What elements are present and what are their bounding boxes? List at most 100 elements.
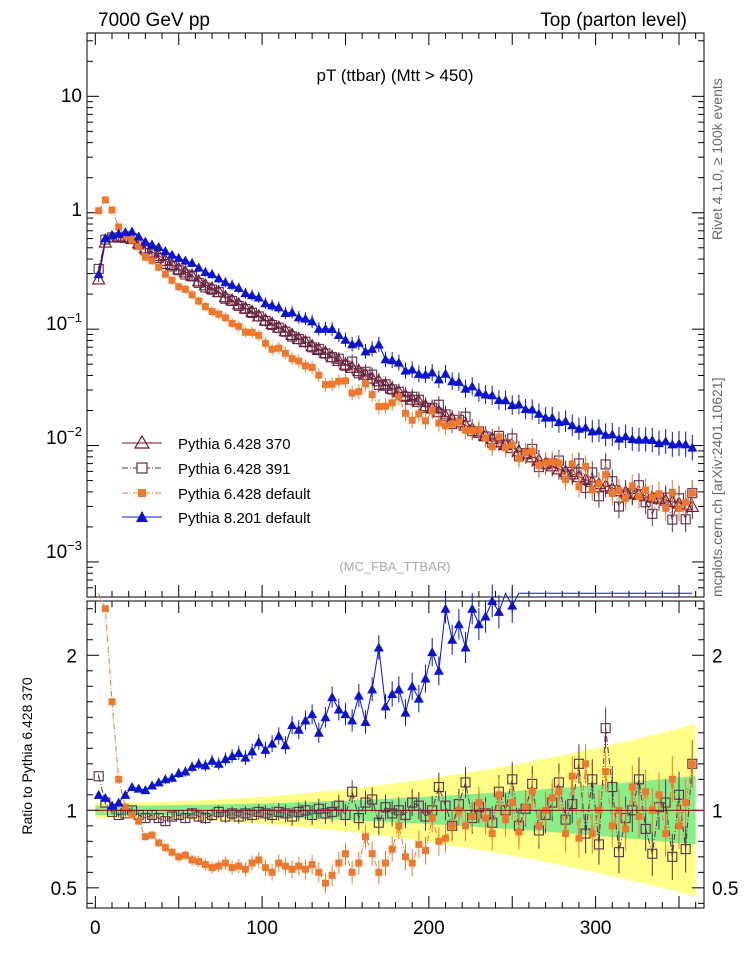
ratio-point bbox=[260, 808, 271, 819]
ratio-ylabel: Ratio to Pythia 6.428 370 bbox=[19, 677, 35, 834]
data-point bbox=[120, 227, 131, 237]
ratio-point bbox=[407, 681, 418, 691]
ratio-point bbox=[535, 822, 543, 830]
data-point bbox=[307, 316, 318, 326]
ratio-point bbox=[387, 689, 398, 699]
ratio-point bbox=[115, 775, 123, 783]
data-point bbox=[568, 460, 576, 468]
data-point bbox=[281, 349, 289, 357]
analysis-tag: (MC_FBA_TTBAR) bbox=[339, 559, 450, 574]
data-point bbox=[127, 226, 138, 236]
ratio-xtick-label: 300 bbox=[580, 918, 612, 939]
data-point bbox=[140, 236, 151, 246]
data-point bbox=[433, 399, 444, 410]
ratio-point bbox=[433, 782, 444, 793]
data-point bbox=[488, 443, 496, 451]
ratio-point bbox=[135, 817, 143, 825]
ratio-point bbox=[508, 799, 516, 807]
ratio-point bbox=[373, 642, 384, 652]
legend-marker-p391 bbox=[136, 462, 148, 474]
data-point bbox=[308, 364, 316, 372]
data-point bbox=[388, 399, 396, 407]
data-point bbox=[575, 483, 583, 491]
ratio-point bbox=[528, 788, 536, 796]
ratio-point bbox=[460, 642, 471, 652]
data-point bbox=[187, 271, 198, 282]
data-point bbox=[551, 461, 566, 475]
data-point bbox=[247, 307, 258, 319]
ratio-point bbox=[201, 861, 209, 869]
data-point bbox=[620, 431, 631, 441]
data-point bbox=[427, 367, 438, 377]
ratio-point bbox=[327, 692, 338, 702]
ratio-xtick-label: 0 bbox=[90, 918, 101, 939]
series-ratio-p8 bbox=[93, 584, 693, 810]
data-point bbox=[475, 426, 483, 434]
data-point bbox=[607, 429, 618, 439]
ratio-point bbox=[407, 797, 418, 808]
data-point bbox=[167, 249, 178, 259]
ratio-point bbox=[273, 730, 284, 740]
header-left: 7000 GeV pp bbox=[98, 10, 210, 31]
data-point bbox=[415, 410, 423, 418]
ratio-point bbox=[353, 813, 364, 824]
ratio-ytick-label: 0.5 bbox=[51, 879, 77, 900]
ratio-point bbox=[273, 806, 284, 817]
data-point bbox=[528, 447, 536, 455]
data-point bbox=[228, 319, 236, 327]
ratio-point bbox=[227, 751, 238, 761]
ratio-point bbox=[660, 797, 671, 808]
ratio-point bbox=[608, 822, 616, 830]
ratio-ytick-label: 2 bbox=[66, 646, 77, 667]
ratio-point bbox=[133, 783, 144, 793]
data-point bbox=[647, 435, 658, 445]
ratio-point bbox=[293, 806, 304, 817]
data-point bbox=[660, 436, 671, 446]
ratio-point bbox=[200, 813, 211, 824]
ratio-point bbox=[462, 822, 470, 830]
ratio-point bbox=[213, 758, 224, 768]
main-ytick-label: 10−3 bbox=[46, 538, 82, 563]
data-point bbox=[355, 388, 363, 396]
ratio-point bbox=[575, 834, 583, 842]
data-point bbox=[507, 400, 518, 410]
data-point bbox=[680, 439, 691, 449]
data-point bbox=[368, 391, 376, 399]
main-ytick-label: 1 bbox=[71, 200, 82, 221]
ratio-point bbox=[253, 806, 264, 817]
data-point bbox=[500, 395, 511, 405]
data-point bbox=[440, 368, 451, 378]
ratio-point bbox=[515, 828, 523, 836]
data-point bbox=[608, 490, 616, 498]
data-point bbox=[602, 471, 610, 479]
data-point bbox=[233, 300, 244, 311]
data-point bbox=[480, 389, 491, 399]
data-point bbox=[213, 273, 224, 283]
data-point bbox=[548, 458, 556, 466]
ratio-point bbox=[440, 603, 451, 613]
ratio-point bbox=[235, 862, 243, 870]
ratio-point bbox=[507, 600, 518, 610]
ratio-point bbox=[442, 834, 450, 842]
ratio-point bbox=[161, 844, 169, 852]
data-point bbox=[361, 380, 369, 388]
data-point bbox=[387, 384, 398, 395]
ratio-point bbox=[415, 840, 423, 848]
ratio-point bbox=[367, 684, 378, 694]
ratio-point bbox=[340, 709, 351, 719]
data-point bbox=[327, 323, 338, 333]
ratio-point bbox=[555, 788, 563, 796]
data-point bbox=[200, 267, 211, 277]
ratio-point bbox=[622, 825, 630, 833]
data-point bbox=[173, 252, 184, 262]
data-point bbox=[540, 412, 551, 422]
ratio-point bbox=[327, 806, 338, 817]
data-point bbox=[395, 393, 403, 401]
data-point bbox=[161, 270, 169, 278]
ratio-point bbox=[260, 744, 271, 754]
data-point bbox=[155, 263, 163, 271]
ratio-point bbox=[368, 850, 376, 858]
data-point bbox=[668, 488, 676, 496]
ratio-point bbox=[387, 808, 398, 819]
data-point bbox=[227, 279, 238, 289]
